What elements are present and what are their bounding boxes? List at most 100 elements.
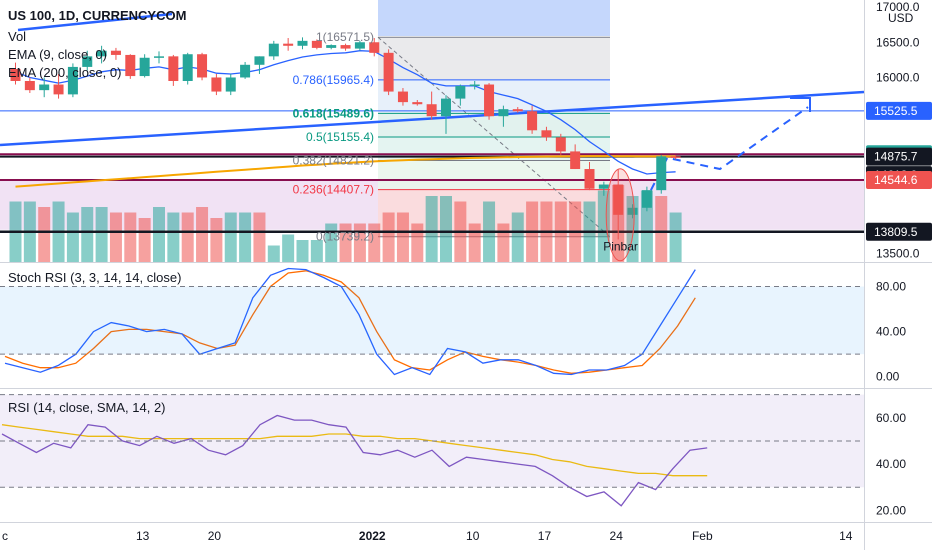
trend-line-top [17,12,173,32]
candle-body [10,69,21,81]
volume-bar [339,223,352,262]
fib-zone [378,113,610,137]
stoch-tick-label: 40.00 [876,325,906,339]
currency-label: USD [888,11,914,25]
candle-body [125,54,136,77]
candle-body [154,56,164,58]
volume-bar [396,212,409,262]
candle-body [39,84,50,91]
volume-bar [153,207,165,262]
candle-body [670,156,681,158]
candle-body [441,98,451,117]
candle-body [53,84,64,95]
candle-body [168,56,179,81]
price-tag-label: 13809.5 [874,225,918,239]
candle-body [211,77,222,92]
price-tag [866,147,932,166]
volume-bar [138,218,151,262]
volume-bar [325,223,338,262]
stoch-k-line [4,267,696,376]
candle-body [67,66,78,95]
fib-level-label: 0.618(15489.6) [293,106,374,120]
time-tick-label: 20 [208,529,222,543]
volume-bar [38,207,51,262]
candle-body [24,80,35,91]
candle-body [598,184,609,189]
fib-level-label: 0.236(14407.7) [293,183,374,197]
time-tick-label: 17 [538,529,552,543]
projection-arrow-head [790,97,811,112]
volume-bar [669,212,682,262]
candle-body [455,85,466,99]
volume-bar [124,212,137,262]
fib-level-label: 0.382(14821.2) [293,153,374,167]
candle-body [512,109,523,112]
price-tag-label: 14544.6 [874,173,918,187]
candle-body [627,207,638,215]
volume-bar [468,223,481,262]
volume-bar [109,212,122,262]
candle-body [110,50,121,55]
candle-body [354,42,365,49]
fib-level-label: 0.5(15155.4) [306,130,374,144]
candle-body [656,156,667,191]
time-tick-label: 13 [136,529,150,543]
volume-bar [425,196,438,262]
candle-body [613,184,624,215]
time-tick-label: c [2,529,8,543]
volume-bar [296,240,309,262]
date-range-highlight [378,0,610,36]
volume-bar [597,190,610,262]
rsi-tick-label: 40.00 [876,457,906,471]
volume-bar [196,207,209,262]
candle-body [182,54,193,81]
volume-bar [210,218,223,262]
candle-body [311,40,322,48]
volume-bar [167,212,180,262]
fib-zone [378,37,610,80]
volume-bar [81,207,94,262]
candle-body [527,111,538,131]
price-tick-label: 13500.0 [876,247,920,261]
volume-bar [95,207,108,262]
ema200-line [15,155,676,188]
candle-body [426,104,437,117]
candle-body [254,56,265,65]
symbol-title: US 100, 1D, CURRENCYCOM [8,8,186,23]
volume-bar [368,223,381,262]
candle-body [268,43,279,57]
volume-bar [511,212,524,262]
fib-level-label: 0.786(15965.4) [293,73,374,87]
volume-bar [253,212,266,262]
time-tick-label: 14 [839,529,853,543]
price-tick-label: 16000.0 [876,70,920,84]
candle-body [225,77,236,92]
candle-body [641,190,652,208]
time-tick-label: Feb [692,529,713,543]
candle-body [469,84,480,87]
candle-body [96,50,107,57]
candle-body [326,45,337,48]
rsi-title: RSI (14, close, SMA, 14, 2) [8,400,166,415]
volume-bar [440,196,452,262]
rsi-tick-label: 20.00 [876,503,906,517]
rsi-sma-line [1,424,708,477]
price-tag [866,101,932,120]
volume-bar [282,234,295,262]
candle-body [139,57,150,77]
candle-body [340,45,351,49]
candle-body [240,64,251,78]
time-tick-label: 24 [610,529,624,543]
fib-level-label: 1(16571.5) [316,30,374,44]
rsi-line [1,414,708,507]
pinbar-highlight [605,168,635,262]
volume-bar [655,196,668,262]
stoch-tick-label: 0.00 [876,370,900,384]
candle-body [383,52,394,92]
volume-bar [310,240,323,262]
rsi-tick-label: 60.00 [876,411,906,425]
time-tick-label: 2022 [359,529,386,543]
volume-bar [181,212,194,262]
stoch-title: Stoch RSI (3, 3, 14, 14, close) [8,270,181,285]
candle-body [484,84,495,117]
